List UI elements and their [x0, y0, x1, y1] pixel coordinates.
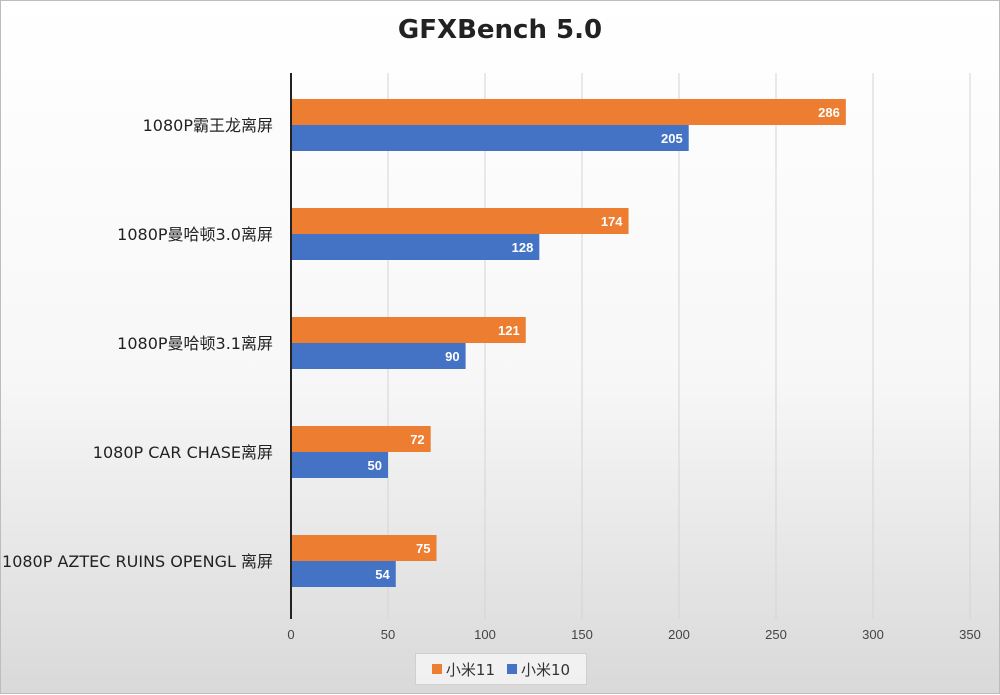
gridlines — [387, 73, 971, 619]
x-tick-label: 350 — [959, 627, 981, 642]
bar — [291, 561, 396, 587]
data-label: 174 — [601, 214, 623, 229]
bar — [291, 535, 437, 561]
legend-item-series-2: 小米10 — [507, 659, 570, 680]
x-tick-label: 300 — [862, 627, 884, 642]
legend-item-series-1: 小米11 — [431, 659, 495, 680]
category-label: 1080P CAR CHASE离屏 — [93, 443, 273, 462]
x-tick-label: 200 — [668, 627, 690, 642]
legend-label-series-2: 小米10 — [521, 660, 571, 679]
bar — [291, 317, 526, 343]
data-label: 90 — [445, 349, 459, 364]
data-label: 128 — [512, 240, 534, 255]
data-label: 50 — [368, 458, 382, 473]
x-tick-label: 0 — [287, 627, 294, 642]
x-tick-label: 250 — [765, 627, 787, 642]
bar — [291, 343, 466, 369]
data-label: 286 — [818, 105, 840, 120]
data-label: 54 — [375, 567, 390, 582]
category-label: 1080P曼哈顿3.0离屏 — [117, 225, 273, 244]
x-tick-label: 150 — [571, 627, 593, 642]
category-label: 1080P AZTEC RUINS OPENGL 离屏 — [2, 552, 273, 571]
category-label: 1080P曼哈顿3.1离屏 — [117, 334, 273, 353]
legend: 小米11 小米10 — [415, 653, 587, 685]
data-label: 75 — [416, 541, 430, 556]
bar — [291, 426, 431, 452]
category-label: 1080P霸王龙离屏 — [143, 116, 273, 135]
legend-label-series-1: 小米11 — [445, 660, 495, 679]
x-tick-label: 50 — [381, 627, 395, 642]
bar — [291, 125, 689, 151]
bar — [291, 208, 629, 234]
data-label: 72 — [410, 432, 424, 447]
legend-swatch-series-1 — [431, 664, 442, 674]
data-label: 205 — [661, 131, 683, 146]
bars — [291, 99, 846, 587]
bar — [291, 99, 846, 125]
bar — [291, 234, 540, 260]
labels: 0 50 100 150 200 250 300 350 286 205 1080P霸王龙离屏 174… — [2, 105, 981, 642]
data-label: 121 — [498, 323, 520, 338]
bar — [291, 452, 388, 478]
chart-title: GFXBench 5.0 — [397, 15, 603, 45]
legend-swatch-series-2 — [507, 664, 517, 674]
x-tick-label: 100 — [474, 627, 496, 642]
